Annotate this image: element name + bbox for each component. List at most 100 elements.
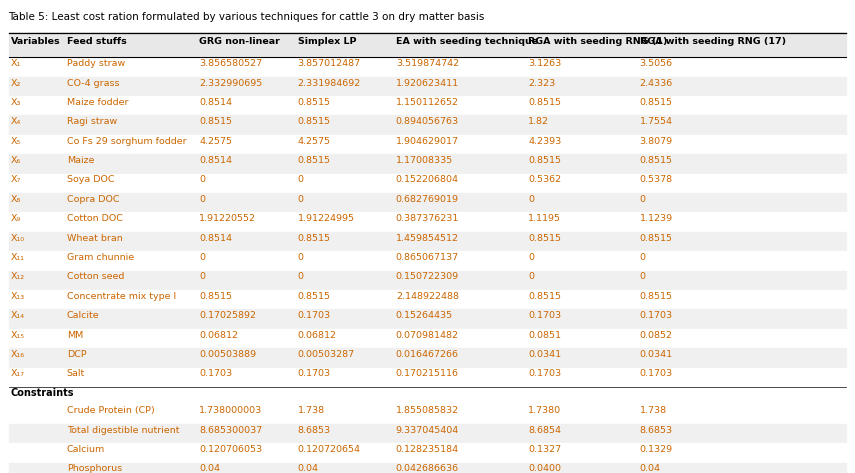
Text: X₆: X₆ [10, 156, 21, 165]
Text: 0.1327: 0.1327 [528, 445, 562, 454]
Text: X₁₁: X₁₁ [10, 253, 24, 262]
Text: 3.519874742: 3.519874742 [396, 59, 459, 68]
Text: 0.8515: 0.8515 [298, 234, 331, 243]
Text: X₂: X₂ [10, 79, 21, 88]
Text: X₈: X₈ [10, 195, 21, 204]
Text: 1.17008335: 1.17008335 [396, 156, 453, 165]
Text: 8.6853: 8.6853 [298, 426, 331, 435]
Text: 0.1703: 0.1703 [298, 311, 331, 320]
Text: 0.8514: 0.8514 [199, 234, 233, 243]
Text: 0.0852: 0.0852 [640, 331, 673, 340]
Text: X₁₂: X₁₂ [10, 272, 25, 281]
Text: 0.8515: 0.8515 [640, 234, 673, 243]
Text: Calcite: Calcite [67, 311, 99, 320]
Text: 3.8079: 3.8079 [640, 137, 673, 146]
Text: 0.8515: 0.8515 [298, 117, 331, 126]
Text: 0.0341: 0.0341 [528, 350, 562, 359]
Text: 0.1703: 0.1703 [298, 369, 331, 378]
Text: 1.7380: 1.7380 [528, 406, 562, 415]
Text: 2.323: 2.323 [528, 79, 556, 88]
Text: 1.904629017: 1.904629017 [396, 137, 459, 146]
Text: 0.387376231: 0.387376231 [396, 214, 459, 223]
Text: 0.8514: 0.8514 [199, 98, 233, 107]
Text: 0.120720654: 0.120720654 [298, 445, 361, 454]
Text: 0.8515: 0.8515 [528, 98, 562, 107]
Text: 0.5362: 0.5362 [528, 175, 562, 184]
Text: 0: 0 [528, 272, 534, 281]
Text: 0.016467266: 0.016467266 [396, 350, 459, 359]
Text: 0.1329: 0.1329 [640, 445, 673, 454]
Text: 0.8515: 0.8515 [640, 98, 673, 107]
Text: DCP: DCP [67, 350, 86, 359]
Text: 1.459854512: 1.459854512 [396, 234, 459, 243]
Text: Wheat bran: Wheat bran [67, 234, 122, 243]
Text: Constraints: Constraints [10, 388, 74, 398]
Text: 8.685300037: 8.685300037 [199, 426, 262, 435]
Text: 0.042686636: 0.042686636 [396, 464, 459, 473]
Text: 2.331984692: 2.331984692 [298, 79, 361, 88]
Text: Maize fodder: Maize fodder [67, 98, 128, 107]
Text: Co Fs 29 sorghum fodder: Co Fs 29 sorghum fodder [67, 137, 186, 146]
Text: 0.1703: 0.1703 [199, 369, 233, 378]
Text: 8.6854: 8.6854 [528, 426, 562, 435]
Text: 0.1703: 0.1703 [640, 369, 673, 378]
Text: 1.82: 1.82 [528, 117, 550, 126]
Text: 4.2393: 4.2393 [528, 137, 562, 146]
Text: X₁₅: X₁₅ [10, 331, 24, 340]
Text: 1.1239: 1.1239 [640, 214, 673, 223]
Text: Simplex LP: Simplex LP [298, 37, 356, 46]
Text: EA with seeding technique: EA with seeding technique [396, 37, 538, 46]
Text: 2.4336: 2.4336 [640, 79, 673, 88]
Text: 0.04: 0.04 [298, 464, 319, 473]
Text: 0.8515: 0.8515 [199, 117, 233, 126]
Text: Table 5: Least cost ration formulated by various techniques for cattle 3 on dry : Table 5: Least cost ration formulated by… [9, 12, 485, 22]
Text: 1.91220552: 1.91220552 [199, 214, 256, 223]
Text: RGA with seeding RNG (17): RGA with seeding RNG (17) [640, 37, 786, 46]
Text: 0.00503889: 0.00503889 [199, 350, 256, 359]
Text: 0: 0 [199, 195, 205, 204]
Text: 1.738000003: 1.738000003 [199, 406, 262, 415]
Text: Salt: Salt [67, 369, 85, 378]
Text: 0.8515: 0.8515 [298, 156, 331, 165]
Text: Maize: Maize [67, 156, 94, 165]
Text: 0: 0 [640, 272, 646, 281]
Text: 3.856580527: 3.856580527 [199, 59, 262, 68]
Text: 1.7554: 1.7554 [640, 117, 673, 126]
Text: X₅: X₅ [10, 137, 21, 146]
Text: 0.8515: 0.8515 [640, 292, 673, 301]
Text: 0.1703: 0.1703 [640, 311, 673, 320]
Text: 0.06812: 0.06812 [298, 331, 337, 340]
Text: 3.857012487: 3.857012487 [298, 59, 361, 68]
Text: Soya DOC: Soya DOC [67, 175, 115, 184]
Text: 0.8515: 0.8515 [528, 292, 562, 301]
Text: 0.06812: 0.06812 [199, 331, 239, 340]
Text: 0.894056763: 0.894056763 [396, 117, 459, 126]
Text: 0: 0 [528, 253, 534, 262]
Text: 0.8515: 0.8515 [528, 156, 562, 165]
Text: 2.148922488: 2.148922488 [396, 292, 459, 301]
Text: 0.865067137: 0.865067137 [396, 253, 459, 262]
Text: 1.1195: 1.1195 [528, 214, 562, 223]
Text: 3.5056: 3.5056 [640, 59, 673, 68]
Text: 0.5378: 0.5378 [640, 175, 673, 184]
Text: Cotton seed: Cotton seed [67, 272, 124, 281]
Text: Variables: Variables [11, 37, 61, 46]
Text: Feed stuffs: Feed stuffs [67, 37, 127, 46]
Text: 9.337045404: 9.337045404 [396, 426, 459, 435]
Text: 0.070981482: 0.070981482 [396, 331, 459, 340]
Text: 0: 0 [298, 175, 304, 184]
Text: X₁₃: X₁₃ [10, 292, 25, 301]
Text: 0.8515: 0.8515 [640, 156, 673, 165]
Text: 0.128235184: 0.128235184 [396, 445, 459, 454]
Text: CO-4 grass: CO-4 grass [67, 79, 119, 88]
Text: X₁₀: X₁₀ [10, 234, 24, 243]
Text: 0.0400: 0.0400 [528, 464, 562, 473]
Text: 4.2575: 4.2575 [199, 137, 233, 146]
Text: 0: 0 [199, 253, 205, 262]
Text: 0: 0 [640, 195, 646, 204]
Text: RGA with seeding RNG (1): RGA with seeding RNG (1) [528, 37, 668, 46]
Text: 0.15264435: 0.15264435 [396, 311, 453, 320]
Text: X₄: X₄ [10, 117, 21, 126]
Text: 0.1703: 0.1703 [528, 311, 562, 320]
Text: Copra DOC: Copra DOC [67, 195, 119, 204]
